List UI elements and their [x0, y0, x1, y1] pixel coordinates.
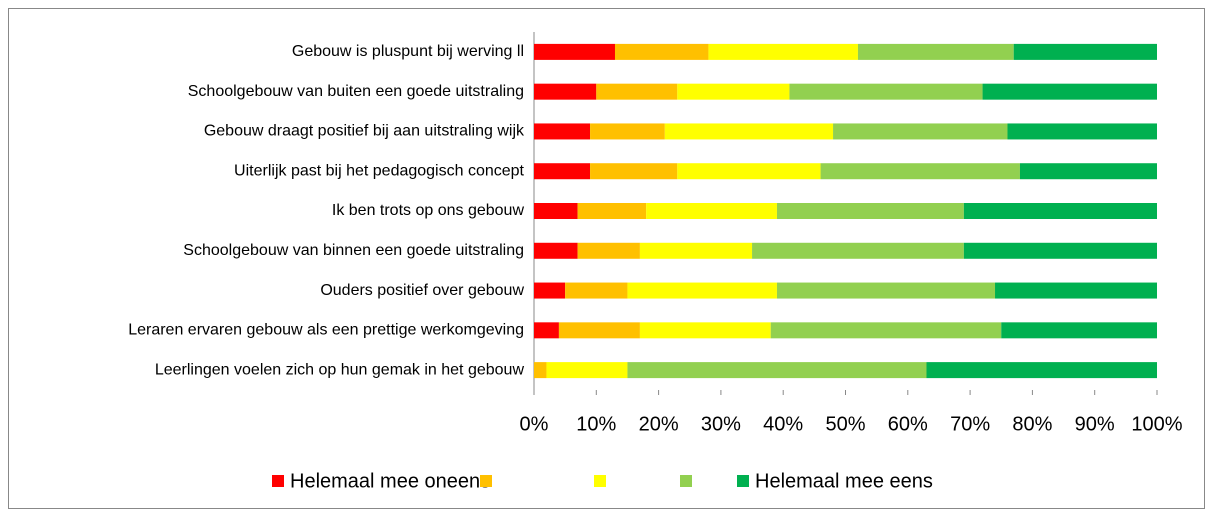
bar-segment [926, 362, 1157, 379]
y-tick-label: Schoolgebouw van buiten een goede uitstr… [188, 83, 524, 100]
bar-segment [590, 163, 678, 180]
bar-segment [627, 282, 777, 299]
bar-segment [558, 322, 640, 339]
bar-segment [857, 43, 1014, 60]
bar-segment [565, 282, 628, 299]
legend-label: Helemaal mee eens [755, 470, 933, 492]
bar-segment [664, 123, 834, 140]
x-tick-label: 20% [639, 413, 679, 435]
y-tick-label: Gebouw is pluspunt bij werving ll [292, 43, 524, 60]
y-tick-label: Ouders positief over gebouw [320, 282, 524, 299]
y-tick-label: Gebouw draagt positief bij aan uitstrali… [204, 123, 525, 140]
x-tick-label: 0% [520, 413, 549, 435]
bar-segment [590, 123, 665, 140]
bar-segment [833, 123, 1008, 140]
bar-segment [1007, 123, 1157, 140]
bar-segment [1019, 163, 1157, 180]
bar-segment [1001, 322, 1157, 339]
bar-segment [995, 282, 1157, 299]
bar-segment [596, 83, 678, 100]
y-tick-label: Leraren ervaren gebouw als een prettige … [128, 322, 524, 339]
bar-segment [963, 203, 1157, 219]
y-tick-label: Leerlingen voelen zich op hun gemak in h… [155, 361, 525, 378]
legend-label: Helemaal mee oneens [290, 470, 490, 492]
legend-swatch [737, 475, 749, 487]
bar-segment [577, 203, 647, 219]
bar-segment [627, 362, 927, 379]
bar-segment [677, 83, 790, 100]
bar-segment [646, 203, 777, 219]
bar-segment [752, 242, 964, 259]
x-tick-label: 100% [1131, 413, 1182, 435]
bar-segment [534, 362, 547, 379]
y-tick-label: Schoolgebouw van binnen een goede uitstr… [183, 242, 524, 259]
y-tick-label: Ik ben trots op ons gebouw [332, 202, 525, 219]
bar-segment [534, 163, 591, 180]
bar-segment [534, 123, 591, 140]
bar-segment [677, 163, 821, 180]
bar-segment [577, 242, 640, 259]
x-tick-label: 70% [950, 413, 990, 435]
legend-swatch [594, 475, 606, 487]
bar-segment [639, 322, 771, 339]
bar-segment [963, 242, 1157, 259]
bar-segment [982, 83, 1157, 100]
bar-segment [534, 43, 615, 60]
x-tick-label: 60% [888, 413, 928, 435]
bar-segment [534, 242, 578, 259]
bar-segment [614, 43, 709, 60]
bar-segment [534, 322, 559, 339]
x-tick-label: 50% [825, 413, 865, 435]
bar-segment [708, 43, 858, 60]
bar-segment [776, 282, 996, 299]
legend-swatch [480, 475, 492, 487]
bar-segment [1013, 43, 1157, 60]
y-tick-label: Uiterlijk past bij het pedagogisch conce… [234, 162, 525, 179]
bar-segment [546, 362, 628, 379]
x-tick-label: 10% [576, 413, 616, 435]
bar-segment [776, 203, 964, 219]
legend-swatch [680, 475, 692, 487]
bar-segment [770, 322, 1002, 339]
bar-segment [534, 203, 578, 219]
x-tick-label: 40% [763, 413, 803, 435]
bar-segment [820, 163, 1020, 180]
x-tick-label: 80% [1012, 413, 1052, 435]
legend-swatch [272, 475, 284, 487]
bar-segment [534, 83, 597, 100]
x-tick-label: 30% [701, 413, 741, 435]
bar-segment [534, 282, 566, 299]
x-tick-label: 90% [1075, 413, 1115, 435]
bar-segment [639, 242, 753, 259]
bar-segment [789, 83, 983, 100]
